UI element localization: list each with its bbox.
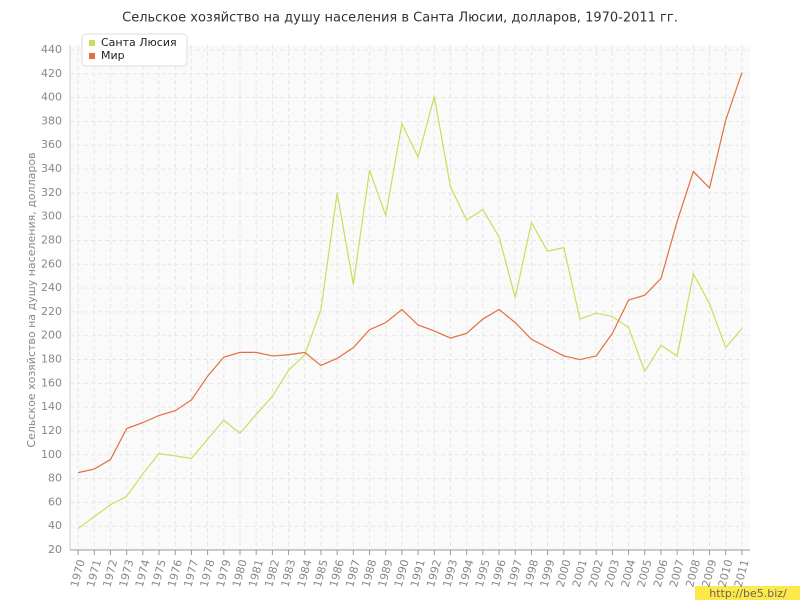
y-tick-label: 340 xyxy=(41,162,62,175)
series-line xyxy=(77,72,743,474)
y-tick-label: 60 xyxy=(48,495,62,508)
y-tick-label: 280 xyxy=(41,233,62,246)
y-tick-label: 200 xyxy=(41,329,62,342)
y-tick-label: 20 xyxy=(48,543,62,556)
y-tick-label: 180 xyxy=(41,353,62,366)
legend-label: Мир xyxy=(101,49,125,62)
y-tick-label: 420 xyxy=(41,67,62,80)
y-tick-label: 260 xyxy=(41,257,62,270)
y-tick-label: 380 xyxy=(41,114,62,127)
series-line xyxy=(77,96,743,530)
y-tick-label: 160 xyxy=(41,376,62,389)
y-axis-label: Сельское хозяйство на душу населения, до… xyxy=(25,152,38,447)
y-tick-label: 440 xyxy=(41,43,62,56)
y-tick-label: 40 xyxy=(48,519,62,532)
y-tick-label: 140 xyxy=(41,400,62,413)
y-tick-label: 220 xyxy=(41,305,62,318)
legend-swatch xyxy=(89,53,95,59)
legend-swatch xyxy=(89,40,95,46)
y-tick-label: 100 xyxy=(41,448,62,461)
watermark-bg xyxy=(695,586,800,600)
y-tick-label: 320 xyxy=(41,186,62,199)
y-tick-label: 400 xyxy=(41,91,62,104)
watermark: http://be5.biz/ xyxy=(709,587,787,600)
y-tick-label: 80 xyxy=(48,472,62,485)
y-tick-label: 120 xyxy=(41,424,62,437)
legend-label: Санта Люсия xyxy=(101,36,177,49)
legend-box xyxy=(81,33,188,67)
plot-area xyxy=(70,45,750,550)
y-tick-label: 300 xyxy=(41,210,62,223)
y-tick-label: 240 xyxy=(41,281,62,294)
y-tick-label: 360 xyxy=(41,138,62,151)
chart-title: Сельское хозяйство на душу населения в С… xyxy=(122,11,678,26)
